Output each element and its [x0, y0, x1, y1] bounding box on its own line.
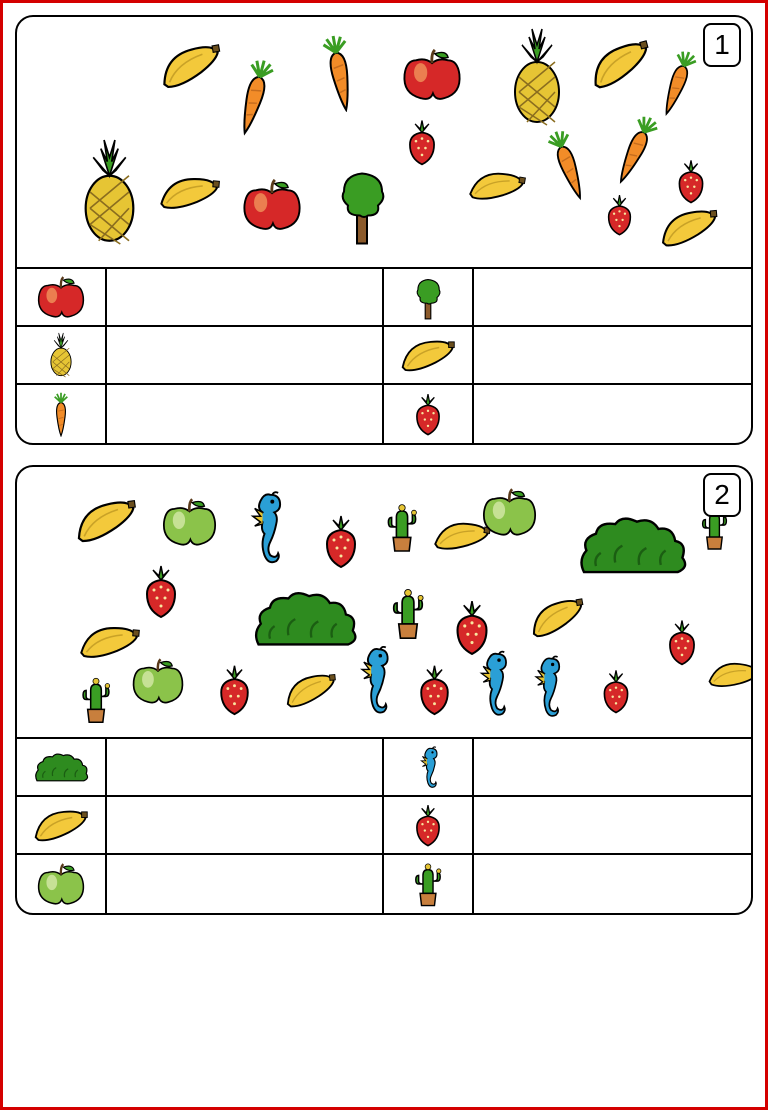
counting-scene-1	[17, 17, 751, 267]
seahorse-icon	[384, 739, 474, 797]
bush-icon	[572, 507, 692, 587]
answer-input-cell[interactable]	[107, 269, 384, 327]
banana-icon	[72, 492, 142, 552]
answer-input-cell[interactable]	[474, 385, 751, 443]
strawberry-icon	[212, 662, 257, 722]
strawberry-icon	[597, 667, 635, 720]
bush-icon	[17, 739, 107, 797]
strawberry-icon	[402, 117, 442, 172]
banana-icon	[467, 162, 527, 215]
banana-icon	[707, 652, 753, 702]
answer-input-cell[interactable]	[474, 797, 751, 855]
apple-green-icon	[477, 482, 542, 547]
strawberry-icon	[384, 385, 474, 443]
strawberry-icon	[137, 562, 185, 625]
pineapple-icon	[507, 27, 567, 132]
pineapple-icon	[77, 137, 142, 252]
strawberry-icon	[317, 512, 365, 575]
banana-icon	[384, 327, 474, 385]
seahorse-icon	[527, 652, 565, 725]
carrot-icon	[312, 32, 367, 117]
tree-icon	[332, 162, 392, 252]
answer-input-cell[interactable]	[107, 385, 384, 443]
strawberry-icon	[602, 192, 637, 242]
counting-scene-2	[17, 467, 751, 737]
cactus-icon	[77, 667, 115, 737]
strawberry-icon	[412, 662, 457, 722]
banana-icon	[587, 35, 657, 95]
banana-icon	[527, 592, 589, 647]
answer-input-cell[interactable]	[474, 739, 751, 797]
answer-input-cell[interactable]	[474, 269, 751, 327]
answer-input-cell[interactable]	[107, 739, 384, 797]
strawberry-icon	[384, 797, 474, 855]
seahorse-icon	[352, 642, 394, 722]
banana-icon	[17, 797, 107, 855]
banana-icon	[157, 167, 222, 224]
strawberry-icon	[662, 617, 702, 672]
apple-green-icon	[157, 492, 222, 557]
answer-input-cell[interactable]	[107, 855, 384, 913]
seahorse-icon	[472, 647, 512, 724]
answer-input-cell[interactable]	[474, 327, 751, 385]
seahorse-icon	[242, 487, 287, 572]
apple-red-icon	[397, 42, 467, 112]
apple-green-icon	[127, 652, 189, 715]
apple-red-icon	[237, 172, 307, 242]
apple-green-icon	[17, 855, 107, 913]
answer-input-cell[interactable]	[107, 797, 384, 855]
card-number: 2	[714, 479, 730, 511]
pineapple-icon	[17, 327, 107, 385]
apple-red-icon	[17, 269, 107, 327]
answer-input-cell[interactable]	[474, 855, 751, 913]
banana-icon	[157, 37, 227, 97]
worksheet-card-1: 1	[15, 15, 753, 445]
carrot-icon	[657, 47, 702, 122]
answer-grid-2	[17, 737, 751, 913]
carrot-icon	[227, 57, 282, 142]
tree-icon	[384, 269, 474, 327]
worksheet-card-2: 2	[15, 465, 753, 915]
bush-icon	[247, 582, 362, 659]
banana-icon	[282, 667, 340, 718]
cactus-icon	[382, 492, 422, 567]
answer-grid-1	[17, 267, 751, 443]
cactus-icon	[384, 855, 474, 913]
card-number-badge: 2	[703, 473, 741, 517]
carrot-icon	[17, 385, 107, 443]
card-number: 1	[714, 29, 730, 61]
carrot-icon	[612, 112, 662, 192]
carrot-icon	[542, 127, 592, 207]
banana-icon	[657, 202, 722, 257]
card-number-badge: 1	[703, 23, 741, 67]
answer-input-cell[interactable]	[107, 327, 384, 385]
